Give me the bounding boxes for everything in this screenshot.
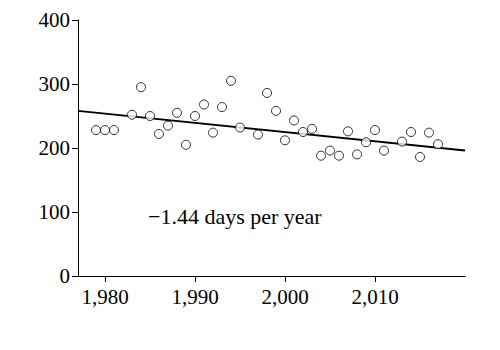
svg-text:−1.44 days per year: −1.44 days per year: [148, 204, 322, 229]
svg-text:300: 300: [39, 72, 71, 96]
svg-text:100: 100: [39, 200, 71, 224]
svg-text:1,980: 1,980: [81, 285, 128, 309]
svg-text:2,010: 2,010: [351, 285, 398, 309]
svg-text:2,000: 2,000: [261, 285, 308, 309]
svg-text:200: 200: [39, 136, 71, 160]
svg-text:400: 400: [39, 8, 71, 32]
svg-text:1,990: 1,990: [171, 285, 218, 309]
svg-text:0: 0: [60, 264, 71, 288]
